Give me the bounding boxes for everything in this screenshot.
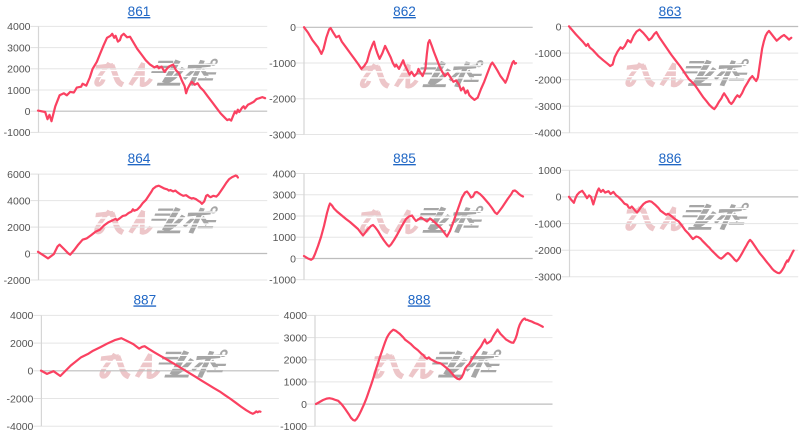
svg-text:-1000: -1000 [269,275,296,287]
svg-text:1000: 1000 [273,232,297,244]
svg-text:2000: 2000 [10,338,34,350]
svg-text:862: 862 [393,4,416,19]
svg-text:3000: 3000 [284,332,308,344]
svg-text:863: 863 [659,4,682,19]
svg-text:-1000: -1000 [269,58,296,70]
svg-text:0: 0 [556,192,562,204]
svg-text:-2000: -2000 [7,393,34,405]
svg-text:0: 0 [290,253,296,265]
svg-text:864: 864 [128,151,151,166]
svg-text:1000: 1000 [284,377,308,389]
svg-text:-1000: -1000 [280,421,307,433]
svg-text:3000: 3000 [7,42,31,54]
svg-text:-2000: -2000 [535,245,562,257]
svg-text:885: 885 [393,151,416,166]
svg-text:2000: 2000 [273,211,297,223]
svg-text:2000: 2000 [284,355,308,367]
svg-text:861: 861 [128,4,151,19]
svg-text:-4000: -4000 [7,421,34,433]
svg-text:-1000: -1000 [535,48,562,60]
svg-text:887: 887 [133,292,156,307]
svg-text:-1000: -1000 [535,218,562,230]
svg-text:0: 0 [556,21,562,33]
svg-text:-2000: -2000 [535,75,562,87]
svg-text:888: 888 [408,292,431,307]
svg-text:-2000: -2000 [269,94,296,106]
svg-text:4000: 4000 [273,168,297,180]
svg-text:-3000: -3000 [269,129,296,141]
svg-text:4000: 4000 [7,195,31,207]
svg-text:3000: 3000 [273,190,297,202]
svg-text:0: 0 [25,106,31,118]
svg-text:886: 886 [659,151,682,166]
svg-text:-2000: -2000 [4,275,31,287]
svg-text:0: 0 [290,22,296,34]
svg-text:-3000: -3000 [535,101,562,113]
svg-text:-1000: -1000 [4,127,31,139]
svg-text:6000: 6000 [7,169,31,181]
svg-text:0: 0 [301,399,307,411]
svg-text:2000: 2000 [7,64,31,76]
svg-text:-4000: -4000 [535,128,562,140]
svg-text:4000: 4000 [10,310,34,322]
svg-text:2000: 2000 [7,222,31,234]
svg-text:1000: 1000 [538,165,562,177]
svg-text:1000: 1000 [7,85,31,97]
svg-text:-3000: -3000 [535,272,562,284]
svg-text:4000: 4000 [7,21,31,33]
svg-text:0: 0 [28,366,34,378]
svg-text:4000: 4000 [284,310,308,322]
svg-text:0: 0 [25,248,31,260]
